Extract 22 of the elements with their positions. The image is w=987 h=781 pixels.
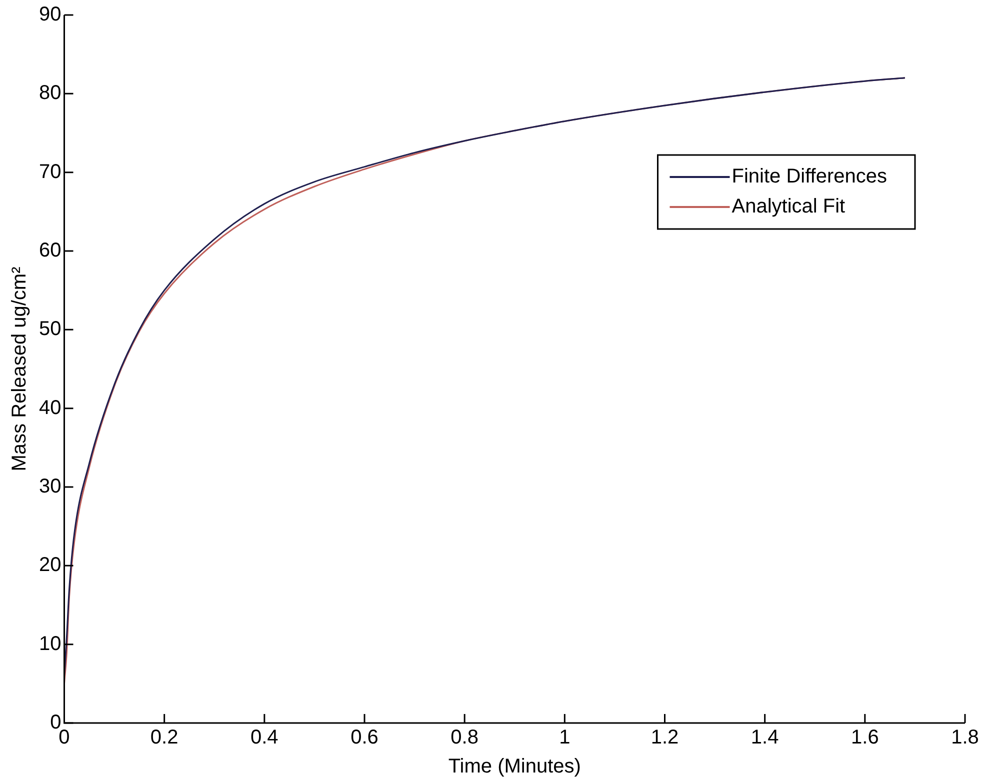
y-tick-label: 40: [38, 396, 62, 419]
legend-label: Finite Differences: [732, 166, 888, 188]
x-axis-title: Time (Minutes): [448, 756, 581, 778]
y-axis-title: Mass Released ug/cm²: [8, 266, 31, 472]
x-tick-label: 1.6: [851, 726, 879, 749]
y-tick-label: 20: [38, 554, 62, 576]
x-tick-label: 0.4: [250, 726, 278, 749]
x-tick-label: 0.2: [150, 726, 178, 749]
y-tick-label: 30: [38, 476, 62, 498]
y-tick-label: 70: [38, 160, 62, 183]
y-tick-label: 60: [38, 240, 62, 262]
y-tick-label: 50: [38, 318, 62, 340]
x-tick-label: 1.2: [650, 726, 679, 749]
x-tick-label: 1.4: [750, 726, 779, 749]
y-tick-label: 80: [38, 82, 62, 104]
x-tick-label: 1.8: [951, 726, 979, 749]
y-tick-label: 90: [38, 4, 62, 26]
x-tick-label: 0.8: [450, 726, 478, 749]
x-tick-label: 0.6: [350, 726, 378, 749]
legend-label: Analytical Fit: [732, 196, 846, 218]
y-tick-label: 10: [38, 632, 62, 655]
x-tick-label: 1: [559, 726, 570, 749]
